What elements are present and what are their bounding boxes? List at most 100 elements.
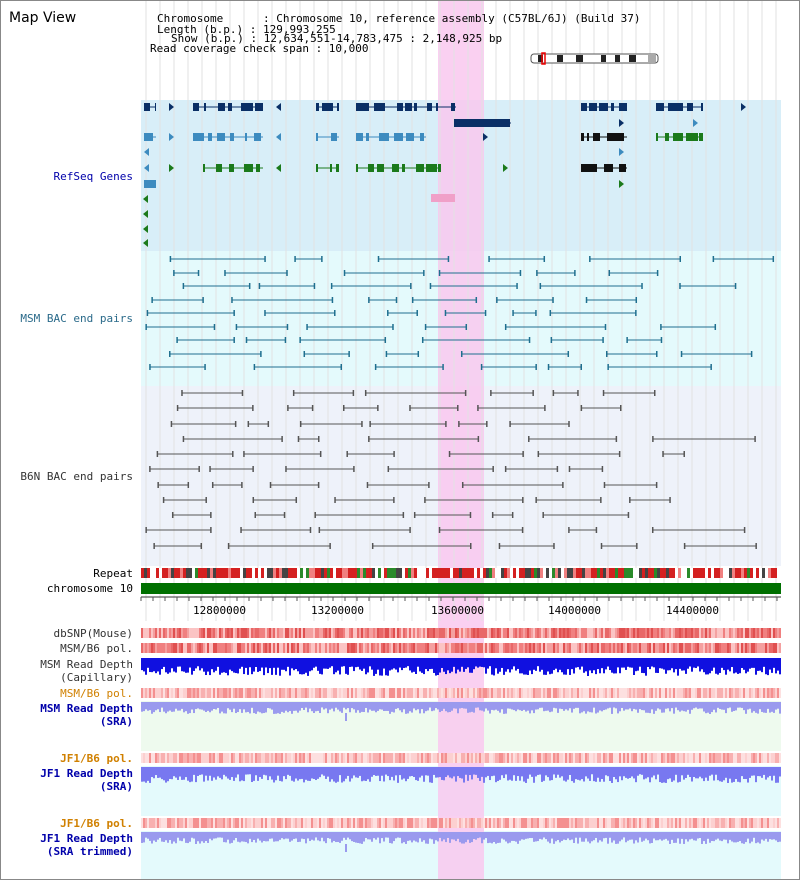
- read-depth-bar: [639, 658, 641, 667]
- msm-bac-end-pairs-label[interactable]: MSM BAC end pairs: [20, 312, 133, 325]
- heat-cell: [589, 688, 591, 698]
- heat-cell: [301, 818, 303, 828]
- gene-exon: [701, 103, 703, 111]
- heat-cell: [771, 753, 773, 763]
- heat-cell: [655, 688, 657, 698]
- heat-cell: [191, 753, 193, 763]
- read-depth-bar: [275, 658, 277, 675]
- read-depth-bar: [709, 702, 711, 714]
- heat-cell: [213, 628, 215, 638]
- read-depth-bar: [309, 658, 311, 672]
- read-depth-bar: [637, 658, 639, 671]
- heat-cell: [147, 643, 149, 653]
- heat-cell: [285, 628, 287, 638]
- heat-cell: [463, 818, 465, 828]
- jf1-pol-label-1[interactable]: JF1/B6 pol.: [60, 752, 133, 765]
- heat-cell: [259, 753, 261, 763]
- heat-cell: [753, 688, 755, 698]
- heat-cell: [451, 628, 453, 638]
- heat-cell: [627, 753, 629, 763]
- heat-cell: [457, 688, 459, 698]
- read-depth-bar: [695, 702, 697, 708]
- read-depth-bar: [281, 702, 283, 712]
- heat-cell: [247, 688, 249, 698]
- read-depth-bar: [381, 767, 383, 776]
- heat-cell: [509, 628, 511, 638]
- heat-cell: [375, 753, 377, 763]
- heat-cell: [487, 818, 489, 828]
- heat-cell: [443, 818, 445, 828]
- heat-cell: [557, 643, 559, 653]
- heat-cell: [617, 643, 619, 653]
- axis-tick-label: 13200000: [311, 604, 364, 617]
- heat-cell: [777, 688, 779, 698]
- read-depth-bar: [525, 767, 527, 783]
- read-depth-bar: [429, 832, 431, 839]
- heat-cell: [397, 643, 399, 653]
- heat-cell: [425, 688, 427, 698]
- refseq-genes-label[interactable]: RefSeq Genes: [53, 170, 133, 183]
- heat-cell: [497, 688, 499, 698]
- heat-cell: [645, 753, 647, 763]
- read-depth-bar: [625, 767, 627, 778]
- heat-cell: [589, 753, 591, 763]
- repeat-block: [726, 568, 729, 578]
- read-depth-bar: [667, 658, 669, 671]
- msm-read-depth-capillary-label[interactable]: MSM Read Depth (Capillary): [40, 658, 133, 684]
- dbsnp-label[interactable]: dbSNP(Mouse): [53, 627, 133, 640]
- read-depth-bar: [751, 767, 753, 776]
- read-depth-bar: [657, 702, 659, 709]
- b6n-bac-end-pairs-label[interactable]: B6N BAC end pairs: [20, 470, 133, 483]
- jf1-pol-label-2[interactable]: JF1/B6 pol.: [60, 817, 133, 830]
- read-depth-bar: [385, 832, 387, 838]
- msm-pol-label-2[interactable]: MSM/B6 pol.: [60, 687, 133, 700]
- read-depth-bar: [741, 832, 743, 844]
- heat-cell: [145, 688, 147, 698]
- jf1-read-depth-trimmed-label[interactable]: JF1 Read Depth (SRA trimmed): [40, 832, 133, 858]
- read-depth-bar: [533, 832, 535, 842]
- heat-cell: [513, 688, 515, 698]
- heat-cell: [577, 753, 579, 763]
- heat-cell: [613, 628, 615, 638]
- repeat-block: [264, 568, 267, 578]
- read-depth-bar: [185, 767, 187, 778]
- repeat-block: [363, 568, 366, 578]
- repeat-block: [675, 568, 678, 578]
- heat-cell: [249, 688, 251, 698]
- read-depth-bar: [399, 658, 401, 668]
- repeat-block: [462, 568, 465, 578]
- heat-cell: [263, 628, 265, 638]
- heat-cell: [725, 688, 727, 698]
- read-depth-bar: [765, 658, 767, 675]
- read-depth-bar: [247, 767, 249, 775]
- heat-cell: [747, 753, 749, 763]
- repeat-block: [705, 568, 708, 578]
- msm-read-depth-sra-label[interactable]: MSM Read Depth (SRA): [40, 702, 133, 728]
- read-depth-bar: [719, 767, 721, 782]
- heat-cell: [599, 688, 601, 698]
- read-depth-bar: [671, 658, 673, 669]
- read-depth-bar: [355, 832, 357, 843]
- jf1-read-depth-sra-label[interactable]: JF1 Read Depth (SRA): [40, 767, 133, 793]
- heat-cell: [207, 818, 209, 828]
- read-depth-bar: [301, 832, 303, 839]
- heat-cell: [405, 753, 407, 763]
- read-depth-bar: [741, 767, 743, 777]
- read-depth-bar: [241, 767, 243, 781]
- heat-cell: [421, 818, 423, 828]
- read-depth-bar: [485, 767, 487, 778]
- heat-cell: [265, 818, 267, 828]
- heat-cell: [775, 643, 777, 653]
- heat-cell: [611, 688, 613, 698]
- heat-cell: [779, 753, 781, 763]
- heat-cell: [621, 688, 623, 698]
- heat-cell: [395, 818, 397, 828]
- read-depth-bar: [705, 702, 707, 714]
- heat-cell: [231, 688, 233, 698]
- read-depth-bar: [149, 702, 151, 711]
- heat-cell: [631, 688, 633, 698]
- read-depth-bar: [613, 658, 615, 674]
- read-depth-bar: [403, 767, 405, 779]
- msm-pol-label-1[interactable]: MSM/B6 pol.: [60, 642, 133, 655]
